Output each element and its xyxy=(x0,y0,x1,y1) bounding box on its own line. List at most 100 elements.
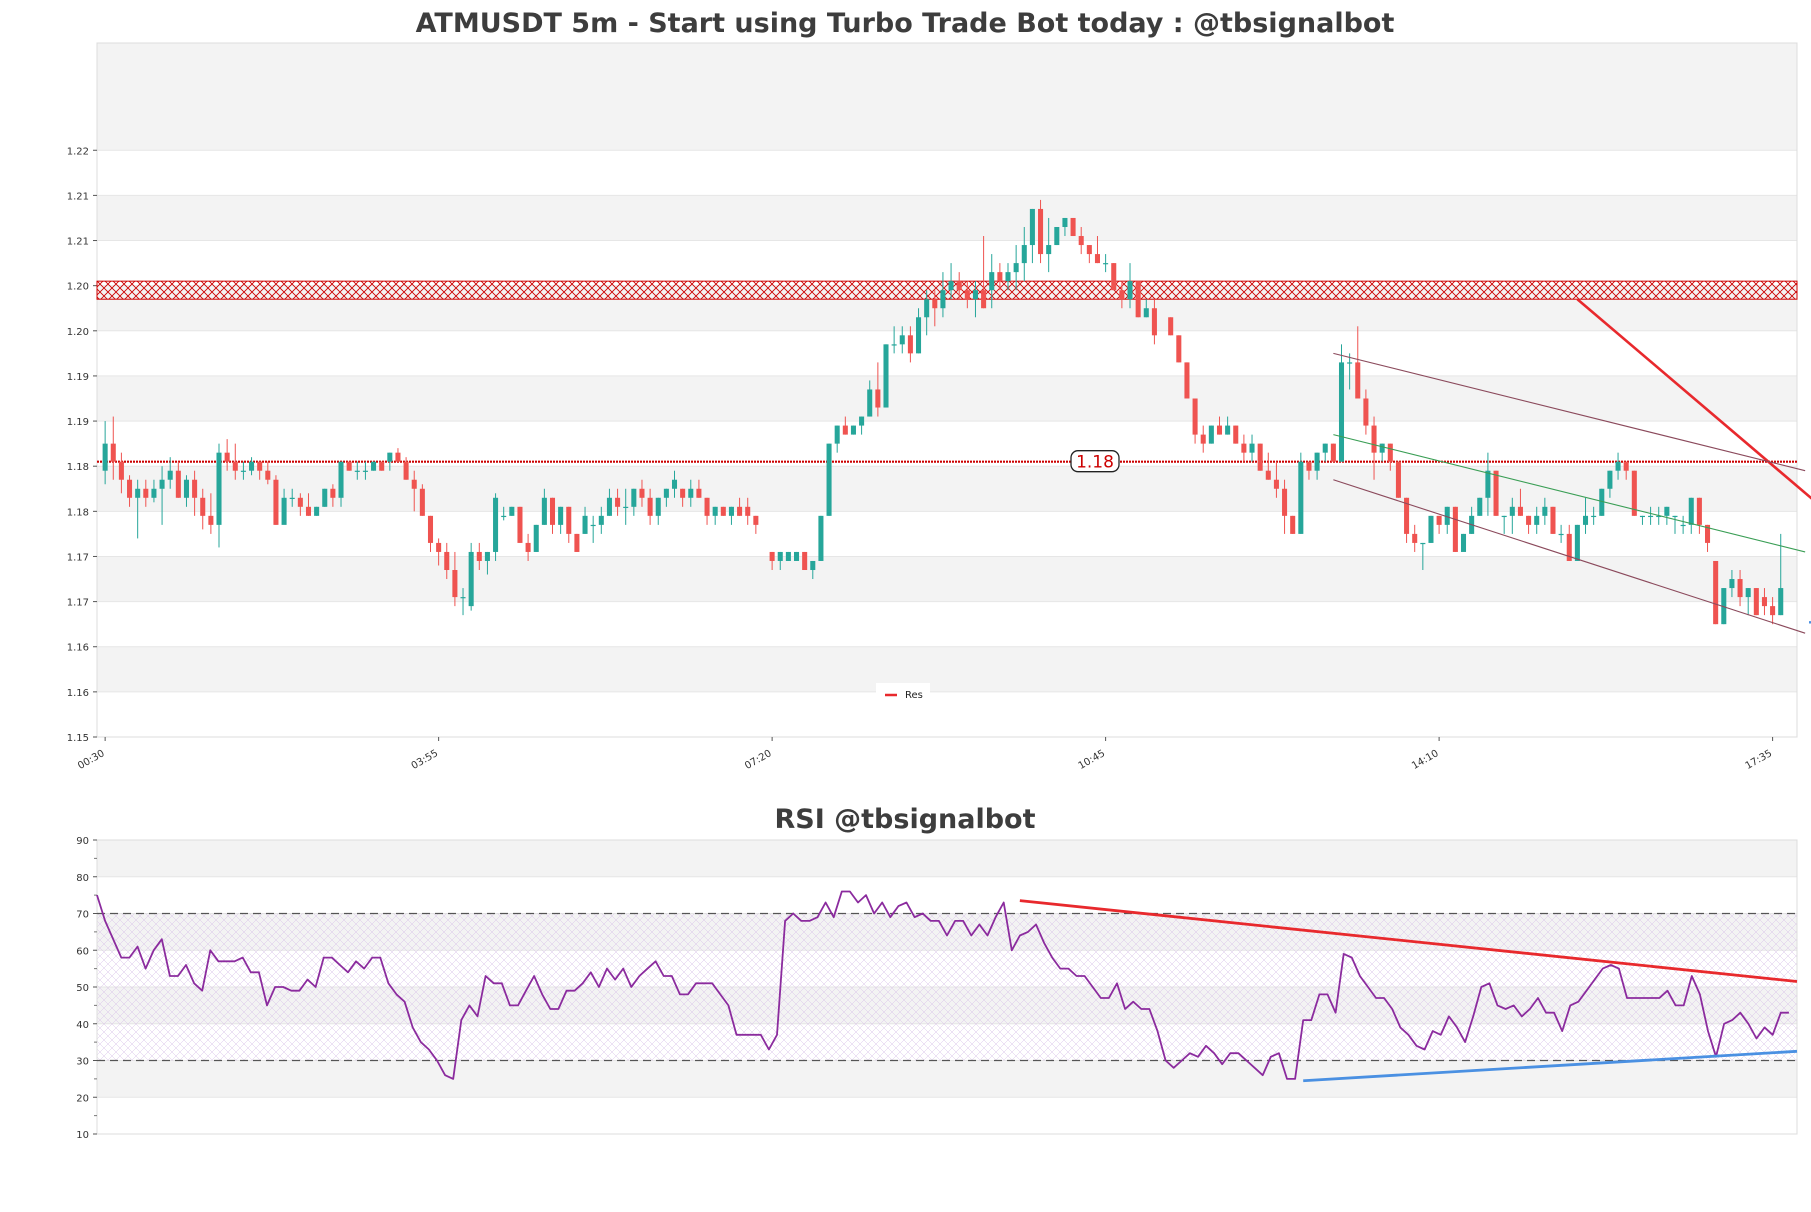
candle-body xyxy=(411,479,417,489)
candle-body xyxy=(1696,497,1702,525)
candle-body xyxy=(948,281,954,291)
candle-body xyxy=(1103,263,1109,265)
candle-body xyxy=(509,506,515,516)
candle-body xyxy=(167,470,173,480)
candle-body xyxy=(1591,515,1597,518)
candle-body xyxy=(704,497,710,516)
candle-body xyxy=(1761,597,1767,607)
candle-body xyxy=(232,461,238,471)
candle-body xyxy=(1135,281,1141,318)
candle-body xyxy=(159,479,165,489)
candle-body xyxy=(330,488,336,498)
resistance-label-text: 1.18 xyxy=(1076,453,1114,473)
candle-body xyxy=(932,299,938,309)
main-band xyxy=(97,195,1797,241)
candle-body xyxy=(1046,245,1052,255)
candle-body xyxy=(354,470,360,472)
candle-body xyxy=(305,506,312,516)
candle-body xyxy=(452,570,458,598)
candle-body xyxy=(387,452,393,462)
candle-body xyxy=(964,290,970,300)
candle-body xyxy=(1282,488,1288,516)
candle-body xyxy=(151,488,157,498)
candle-body xyxy=(1257,443,1263,471)
candle-body xyxy=(615,497,621,507)
candle-body xyxy=(826,443,832,516)
candle-body xyxy=(777,551,783,561)
candlestick-series xyxy=(102,199,1784,625)
candle-body xyxy=(436,542,442,552)
candle-body xyxy=(867,389,873,417)
candle-body xyxy=(1444,506,1450,525)
candle-body xyxy=(1371,425,1377,453)
candle-body xyxy=(1298,461,1304,534)
candle-body xyxy=(639,488,645,498)
candle-body xyxy=(143,488,149,498)
candle-body xyxy=(1086,245,1092,255)
candle-body xyxy=(1208,425,1214,444)
candle-body xyxy=(1038,208,1044,255)
candle-body xyxy=(1436,515,1442,525)
candle-body xyxy=(379,461,385,471)
price-trendline xyxy=(1333,352,1806,472)
rsi-y-tick-label: 20 xyxy=(76,1093,89,1104)
candle-body xyxy=(1672,515,1678,518)
candle-body xyxy=(289,497,295,499)
candle-body xyxy=(1029,208,1035,246)
candle-body xyxy=(265,470,271,480)
candle-body xyxy=(883,344,889,408)
candle-body xyxy=(1387,443,1393,462)
candle-body xyxy=(1347,362,1353,364)
price-trendline xyxy=(1333,479,1806,634)
candle-body xyxy=(1582,515,1589,525)
main-chart-title: ATMUSDT 5m - Start using Turbo Trade Bot… xyxy=(416,8,1395,39)
candle-body xyxy=(728,506,734,516)
candle-body xyxy=(468,551,474,607)
candle-body xyxy=(1070,217,1076,237)
candle-body xyxy=(940,290,946,309)
candle-body xyxy=(1599,488,1605,516)
candle-body xyxy=(110,443,116,462)
candle-body xyxy=(1737,579,1743,598)
candle-body xyxy=(989,272,995,291)
candle-body xyxy=(859,416,865,426)
legend-box xyxy=(876,683,930,705)
candle-body xyxy=(972,290,978,300)
candle-body xyxy=(647,497,653,516)
candle-body xyxy=(322,488,328,507)
candle-body xyxy=(541,497,547,525)
candle-body xyxy=(1404,497,1410,534)
candle-body xyxy=(1176,335,1182,363)
candle-body xyxy=(1168,317,1174,336)
candle-body xyxy=(802,551,808,571)
main-y-tick-label: 1.22 xyxy=(67,146,89,157)
candle-body xyxy=(249,461,255,471)
candle-body xyxy=(1013,263,1019,273)
rsi-band xyxy=(97,1060,1797,1098)
main-y-tick-label: 1.20 xyxy=(67,282,89,293)
candle-body xyxy=(208,515,214,525)
main-y-tick-label: 1.18 xyxy=(67,507,89,518)
main-y-tick-label: 1.21 xyxy=(67,191,89,202)
price-trendlines xyxy=(1333,298,1811,634)
candle-body xyxy=(794,551,800,561)
candle-body xyxy=(1094,254,1100,264)
candle-body xyxy=(346,461,352,471)
candle-body xyxy=(444,551,450,571)
candle-body xyxy=(745,506,751,516)
candle-body xyxy=(362,470,368,472)
candle-body xyxy=(1021,245,1027,264)
main-x-tick-label: 17:35 xyxy=(1744,748,1774,772)
candle-body xyxy=(1631,470,1637,516)
candle-body xyxy=(1290,515,1296,534)
resistance-zone xyxy=(96,280,1798,300)
candle-body xyxy=(769,551,775,561)
candle-body xyxy=(273,479,279,525)
candle-body xyxy=(558,506,564,525)
candle-body xyxy=(1216,425,1223,435)
candle-body xyxy=(818,515,824,561)
candle-body xyxy=(1143,308,1149,318)
candle-body xyxy=(200,497,206,516)
candle-body xyxy=(1542,506,1548,516)
candle-body xyxy=(1493,470,1499,516)
